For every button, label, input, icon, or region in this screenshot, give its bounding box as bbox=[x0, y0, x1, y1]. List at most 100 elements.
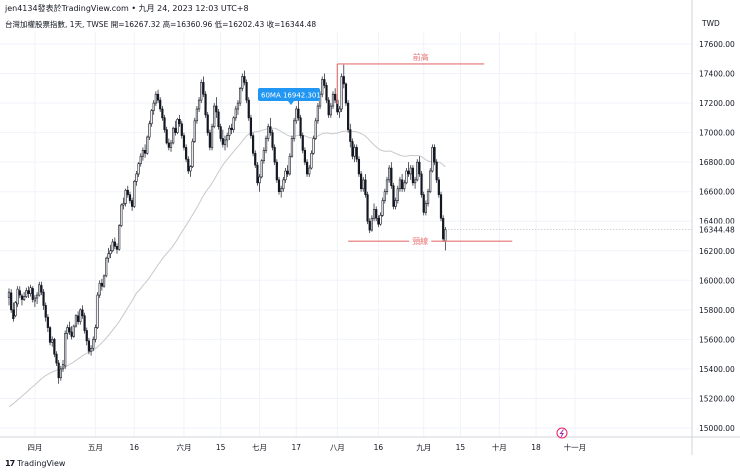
candle[interactable] bbox=[273, 147, 276, 163]
candle[interactable] bbox=[105, 257, 108, 277]
candle[interactable] bbox=[195, 108, 199, 122]
candle[interactable] bbox=[398, 179, 402, 190]
candle[interactable] bbox=[193, 120, 196, 142]
candle[interactable] bbox=[359, 173, 363, 190]
candle[interactable] bbox=[385, 179, 389, 192]
candle[interactable] bbox=[299, 117, 302, 136]
candle[interactable] bbox=[282, 179, 285, 190]
candle[interactable] bbox=[113, 241, 116, 247]
candle[interactable] bbox=[33, 297, 37, 302]
candle[interactable] bbox=[349, 129, 352, 142]
candle[interactable] bbox=[444, 229, 447, 242]
candle[interactable] bbox=[431, 147, 434, 172]
candle[interactable] bbox=[217, 111, 220, 128]
candle[interactable] bbox=[280, 188, 283, 192]
candle[interactable] bbox=[433, 147, 436, 163]
candle[interactable] bbox=[100, 282, 103, 287]
candle[interactable] bbox=[44, 305, 47, 318]
candle[interactable] bbox=[256, 164, 259, 184]
candle[interactable] bbox=[35, 294, 39, 299]
candle[interactable] bbox=[191, 141, 194, 167]
candle[interactable] bbox=[230, 127, 233, 130]
candle[interactable] bbox=[396, 188, 399, 201]
candle[interactable] bbox=[286, 170, 289, 175]
candle[interactable] bbox=[362, 179, 365, 190]
candle[interactable] bbox=[219, 126, 222, 139]
candle[interactable] bbox=[208, 132, 211, 148]
candle[interactable] bbox=[405, 170, 408, 184]
candle[interactable] bbox=[303, 150, 307, 163]
candle[interactable] bbox=[223, 139, 227, 145]
candle[interactable] bbox=[403, 182, 406, 190]
candle[interactable] bbox=[262, 150, 265, 161]
candle[interactable] bbox=[383, 191, 386, 201]
candle[interactable] bbox=[10, 292, 13, 311]
candle[interactable] bbox=[327, 99, 330, 116]
candle[interactable] bbox=[426, 191, 430, 204]
candle[interactable] bbox=[241, 76, 244, 89]
candle[interactable] bbox=[424, 203, 427, 213]
candle[interactable] bbox=[314, 120, 317, 139]
candle[interactable] bbox=[409, 167, 412, 175]
candle[interactable] bbox=[12, 309, 15, 320]
candle[interactable] bbox=[23, 296, 26, 300]
candle[interactable] bbox=[163, 117, 166, 130]
candle[interactable] bbox=[210, 126, 214, 148]
ma-label-bubble[interactable] bbox=[258, 88, 320, 101]
candle[interactable] bbox=[143, 150, 147, 154]
candle[interactable] bbox=[442, 217, 445, 240]
candle[interactable] bbox=[331, 93, 335, 107]
candle[interactable] bbox=[200, 82, 203, 101]
candle[interactable] bbox=[305, 161, 309, 175]
candle[interactable] bbox=[390, 167, 393, 187]
candle[interactable] bbox=[439, 194, 443, 219]
candle[interactable] bbox=[107, 253, 110, 259]
candle[interactable] bbox=[156, 93, 160, 101]
candle[interactable] bbox=[79, 309, 82, 322]
candle[interactable] bbox=[271, 132, 274, 148]
candle[interactable] bbox=[42, 291, 45, 306]
candle[interactable] bbox=[275, 161, 278, 181]
candle[interactable] bbox=[111, 241, 114, 252]
candle[interactable] bbox=[55, 353, 58, 364]
candle[interactable] bbox=[416, 161, 419, 181]
candle[interactable] bbox=[27, 290, 30, 294]
candle[interactable] bbox=[234, 108, 237, 119]
candle[interactable] bbox=[89, 347, 93, 352]
candle[interactable] bbox=[377, 217, 380, 225]
candle[interactable] bbox=[70, 331, 73, 337]
candle[interactable] bbox=[226, 135, 229, 141]
candle[interactable] bbox=[124, 189, 127, 204]
candle[interactable] bbox=[368, 220, 371, 231]
candle[interactable] bbox=[316, 105, 319, 122]
candle[interactable] bbox=[381, 200, 384, 216]
candle[interactable] bbox=[325, 85, 328, 101]
candle[interactable] bbox=[401, 179, 404, 190]
candle[interactable] bbox=[260, 160, 263, 178]
candle[interactable] bbox=[243, 76, 246, 83]
candle[interactable] bbox=[133, 181, 136, 207]
candle[interactable] bbox=[213, 105, 216, 128]
candle[interactable] bbox=[418, 161, 421, 175]
candle[interactable] bbox=[46, 316, 49, 328]
candle[interactable] bbox=[269, 126, 272, 133]
candle[interactable] bbox=[7, 291, 11, 298]
candle[interactable] bbox=[290, 138, 294, 157]
candle[interactable] bbox=[204, 93, 207, 116]
candle[interactable] bbox=[85, 330, 88, 342]
candle[interactable] bbox=[146, 136, 149, 154]
candle[interactable] bbox=[245, 82, 248, 101]
candle[interactable] bbox=[148, 123, 151, 138]
candle[interactable] bbox=[321, 79, 324, 95]
candle[interactable] bbox=[351, 141, 354, 157]
candle[interactable] bbox=[81, 309, 84, 317]
candle[interactable] bbox=[392, 185, 395, 207]
candle[interactable] bbox=[413, 179, 417, 184]
candle[interactable] bbox=[61, 364, 65, 370]
candle[interactable] bbox=[295, 108, 298, 122]
candle[interactable] bbox=[228, 127, 231, 136]
candle[interactable] bbox=[340, 76, 343, 110]
candle[interactable] bbox=[83, 315, 86, 331]
candle[interactable] bbox=[308, 167, 311, 175]
candle[interactable] bbox=[68, 327, 71, 333]
